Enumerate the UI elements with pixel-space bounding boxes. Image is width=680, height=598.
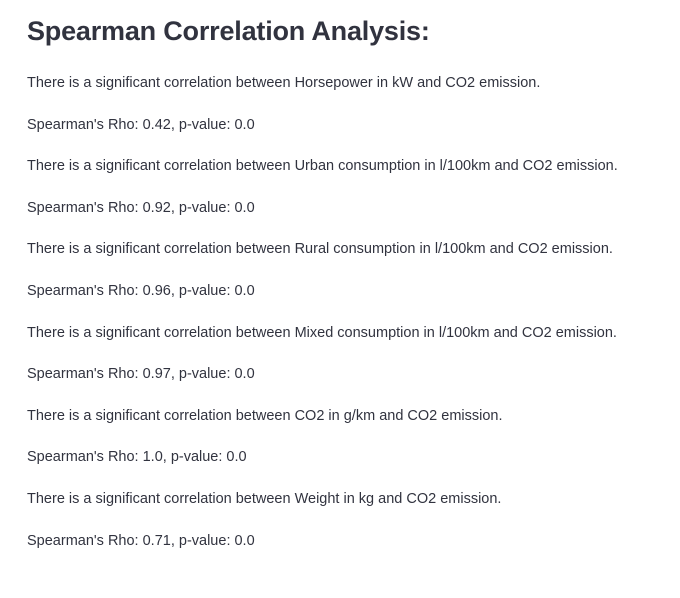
spearman-stats: Spearman's Rho: 0.92, p-value: 0.0 bbox=[27, 199, 255, 216]
correlation-statement: There is a significant correlation betwe… bbox=[27, 158, 618, 175]
correlation-statement: There is a significant correlation betwe… bbox=[27, 241, 613, 258]
correlation-statement: There is a significant correlation betwe… bbox=[27, 490, 502, 507]
spearman-stats: Spearman's Rho: 1.0, p-value: 0.0 bbox=[27, 449, 247, 466]
spearman-stats: Spearman's Rho: 0.42, p-value: 0.0 bbox=[27, 116, 255, 133]
spearman-stats: Spearman's Rho: 0.96, p-value: 0.0 bbox=[27, 282, 255, 299]
correlation-results: There is a significant correlation betwe… bbox=[27, 72, 618, 571]
spearman-stats: Spearman's Rho: 0.97, p-value: 0.0 bbox=[27, 366, 255, 383]
section-title: Spearman Correlation Analysis: bbox=[27, 16, 430, 46]
correlation-statement: There is a significant correlation betwe… bbox=[27, 407, 503, 424]
correlation-statement: There is a significant correlation betwe… bbox=[27, 75, 541, 91]
correlation-statement: There is a significant correlation betwe… bbox=[27, 324, 617, 341]
spearman-stats: Spearman's Rho: 0.71, p-value: 0.0 bbox=[27, 532, 255, 549]
